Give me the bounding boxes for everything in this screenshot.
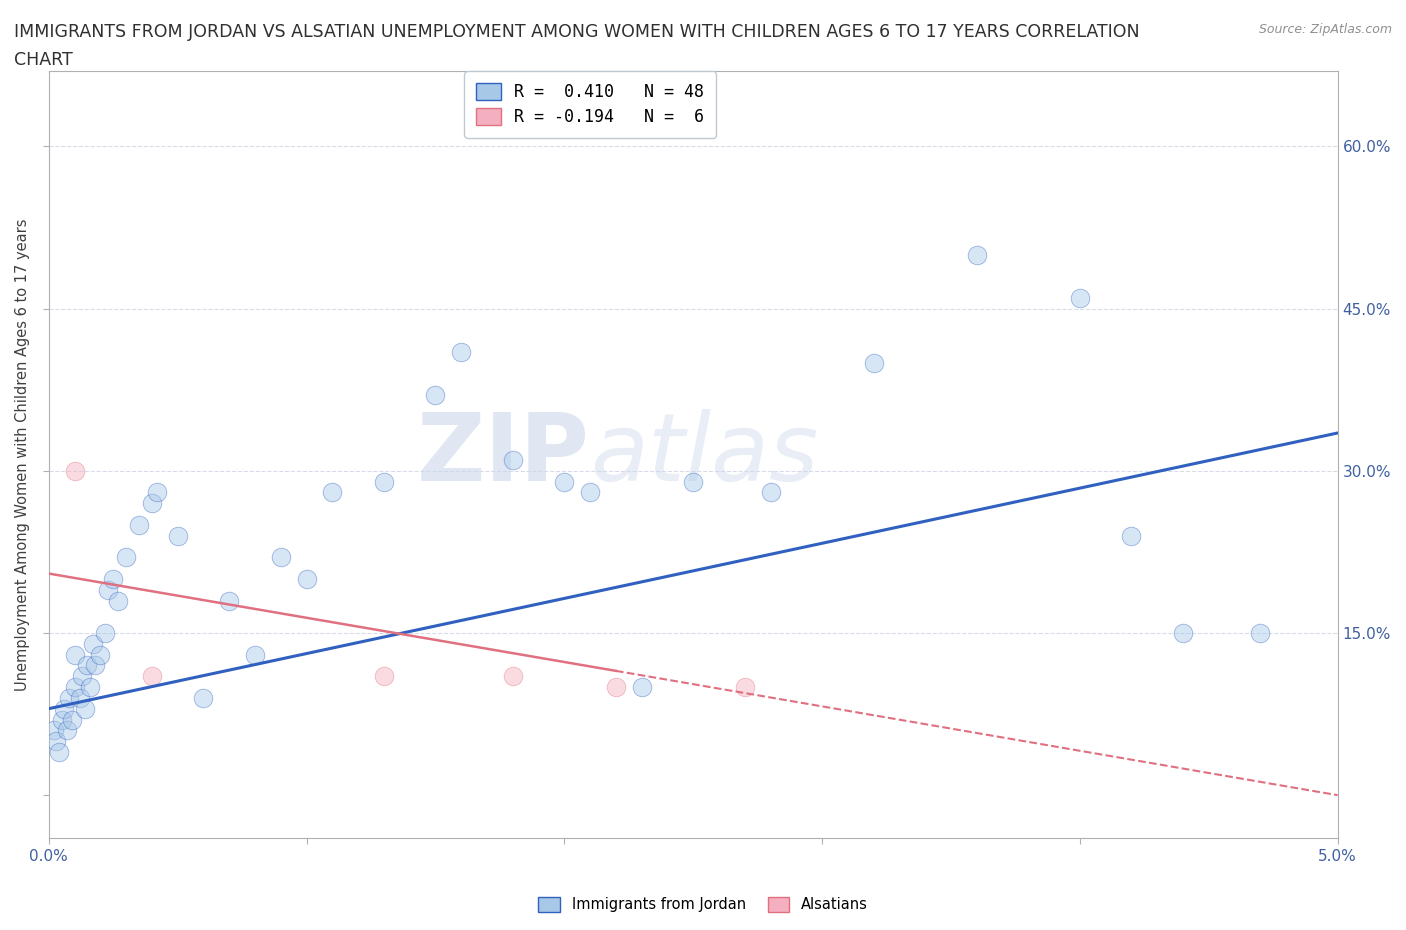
Point <box>579 485 602 500</box>
Point <box>73 701 96 716</box>
Y-axis label: Unemployment Among Women with Children Ages 6 to 17 years: Unemployment Among Women with Children A… <box>15 219 30 691</box>
Text: atlas: atlas <box>591 409 818 500</box>
Text: IMMIGRANTS FROM JORDAN VS ALSATIAN UNEMPLOYMENT AMONG WOMEN WITH CHILDREN AGES 6: IMMIGRANTS FROM JORDAN VS ALSATIAN UNEMP… <box>14 23 1140 41</box>
Point <box>1249 626 1271 641</box>
Point <box>94 626 117 641</box>
Point <box>759 485 782 500</box>
Point <box>97 582 120 597</box>
Point <box>76 658 98 673</box>
Point <box>89 647 111 662</box>
Text: CHART: CHART <box>14 51 73 69</box>
Point <box>1171 626 1194 641</box>
Point <box>166 528 188 543</box>
Point <box>141 669 163 684</box>
Point <box>107 593 129 608</box>
Point <box>218 593 240 608</box>
Point <box>115 550 138 565</box>
Point <box>51 712 73 727</box>
Legend: Immigrants from Jordan, Alsatians: Immigrants from Jordan, Alsatians <box>533 891 873 918</box>
Text: Source: ZipAtlas.com: Source: ZipAtlas.com <box>1258 23 1392 36</box>
Point <box>53 701 76 716</box>
Point <box>553 474 575 489</box>
Point <box>146 485 169 500</box>
Point <box>450 344 472 359</box>
Point <box>734 680 756 695</box>
Point <box>79 680 101 695</box>
Point <box>128 517 150 532</box>
Point <box>48 745 70 760</box>
Point <box>42 723 65 737</box>
Point <box>45 734 67 749</box>
Point <box>103 572 125 587</box>
Point <box>56 723 79 737</box>
Legend: R =  0.410   N = 48, R = -0.194   N =  6: R = 0.410 N = 48, R = -0.194 N = 6 <box>464 72 716 138</box>
Point <box>63 680 86 695</box>
Point <box>82 636 104 651</box>
Point <box>966 247 988 262</box>
Point <box>63 463 86 478</box>
Point <box>1121 528 1143 543</box>
Point <box>84 658 107 673</box>
Point <box>373 474 395 489</box>
Point <box>321 485 343 500</box>
Point <box>295 572 318 587</box>
Point <box>1069 290 1091 305</box>
Point <box>373 669 395 684</box>
Point <box>862 355 884 370</box>
Point <box>63 647 86 662</box>
Point <box>193 690 215 705</box>
Point <box>69 690 91 705</box>
Point <box>141 496 163 511</box>
Point <box>502 669 524 684</box>
Text: ZIP: ZIP <box>418 408 591 500</box>
Point <box>630 680 652 695</box>
Point <box>425 388 447 403</box>
Point <box>605 680 627 695</box>
Point <box>502 453 524 468</box>
Point <box>72 669 94 684</box>
Point <box>60 712 83 727</box>
Point <box>243 647 266 662</box>
Point <box>58 690 80 705</box>
Point <box>682 474 704 489</box>
Point <box>270 550 292 565</box>
